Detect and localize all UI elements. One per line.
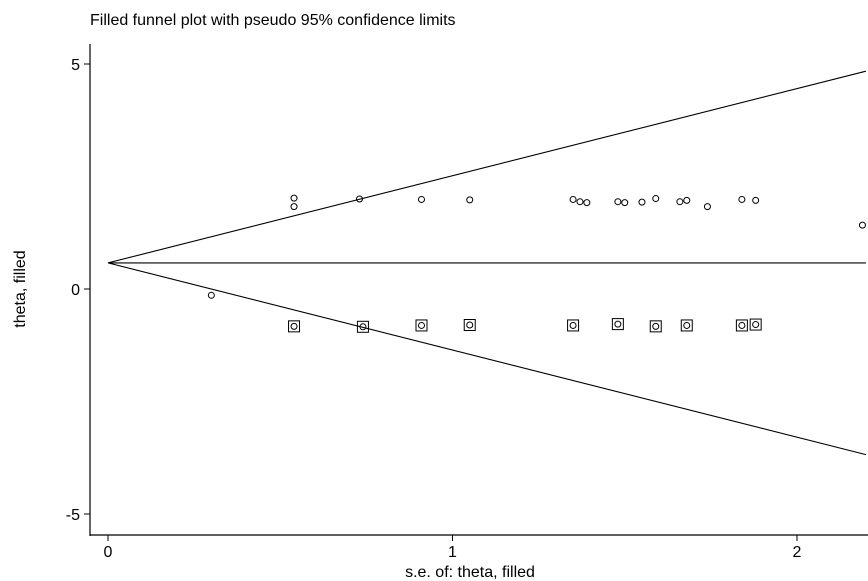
study-point	[621, 199, 629, 207]
study-point	[703, 203, 711, 211]
lower-confidence-limit	[107, 262, 867, 456]
study-point	[738, 195, 746, 203]
study-point	[638, 198, 646, 206]
study-point	[752, 196, 760, 204]
y-tick-label: -5	[66, 507, 80, 524]
y-axis-title: theta, filled	[12, 250, 29, 327]
x-tick-label: 2	[793, 544, 802, 561]
x-tick-label: 0	[104, 544, 113, 561]
filled-study-point	[735, 319, 748, 332]
filled-study-point	[749, 318, 762, 331]
x-tick-label: 1	[448, 544, 457, 561]
filled-study-point	[611, 318, 624, 331]
filled-study-point	[356, 320, 369, 333]
filled-study-point	[415, 319, 428, 332]
study-point	[614, 198, 622, 206]
study-point	[207, 291, 215, 299]
study-point	[569, 195, 577, 203]
funnel-lines	[107, 70, 867, 456]
study-point	[576, 198, 584, 206]
x-axis-title: s.e. of: theta, filled	[405, 564, 535, 581]
study-point	[652, 195, 660, 203]
data-points	[207, 194, 866, 333]
study-point	[290, 194, 298, 202]
study-point	[583, 199, 591, 207]
axes: -5 0 5 0 1 2	[66, 44, 868, 561]
study-point	[683, 196, 691, 204]
filled-study-point	[288, 320, 301, 333]
study-point	[355, 195, 363, 203]
study-point	[466, 196, 474, 204]
y-tick-label: 5	[71, 57, 80, 74]
study-point	[290, 203, 298, 211]
study-point	[417, 195, 425, 203]
chart-title: Filled funnel plot with pseudo 95% confi…	[90, 12, 456, 29]
upper-confidence-limit	[107, 70, 867, 264]
filled-study-point	[649, 320, 662, 333]
filled-study-point	[567, 319, 580, 332]
y-tick-label: 0	[71, 282, 80, 299]
filled-study-point	[680, 319, 693, 332]
study-point	[858, 221, 866, 229]
filled-study-point	[463, 319, 476, 331]
study-point	[676, 198, 684, 206]
